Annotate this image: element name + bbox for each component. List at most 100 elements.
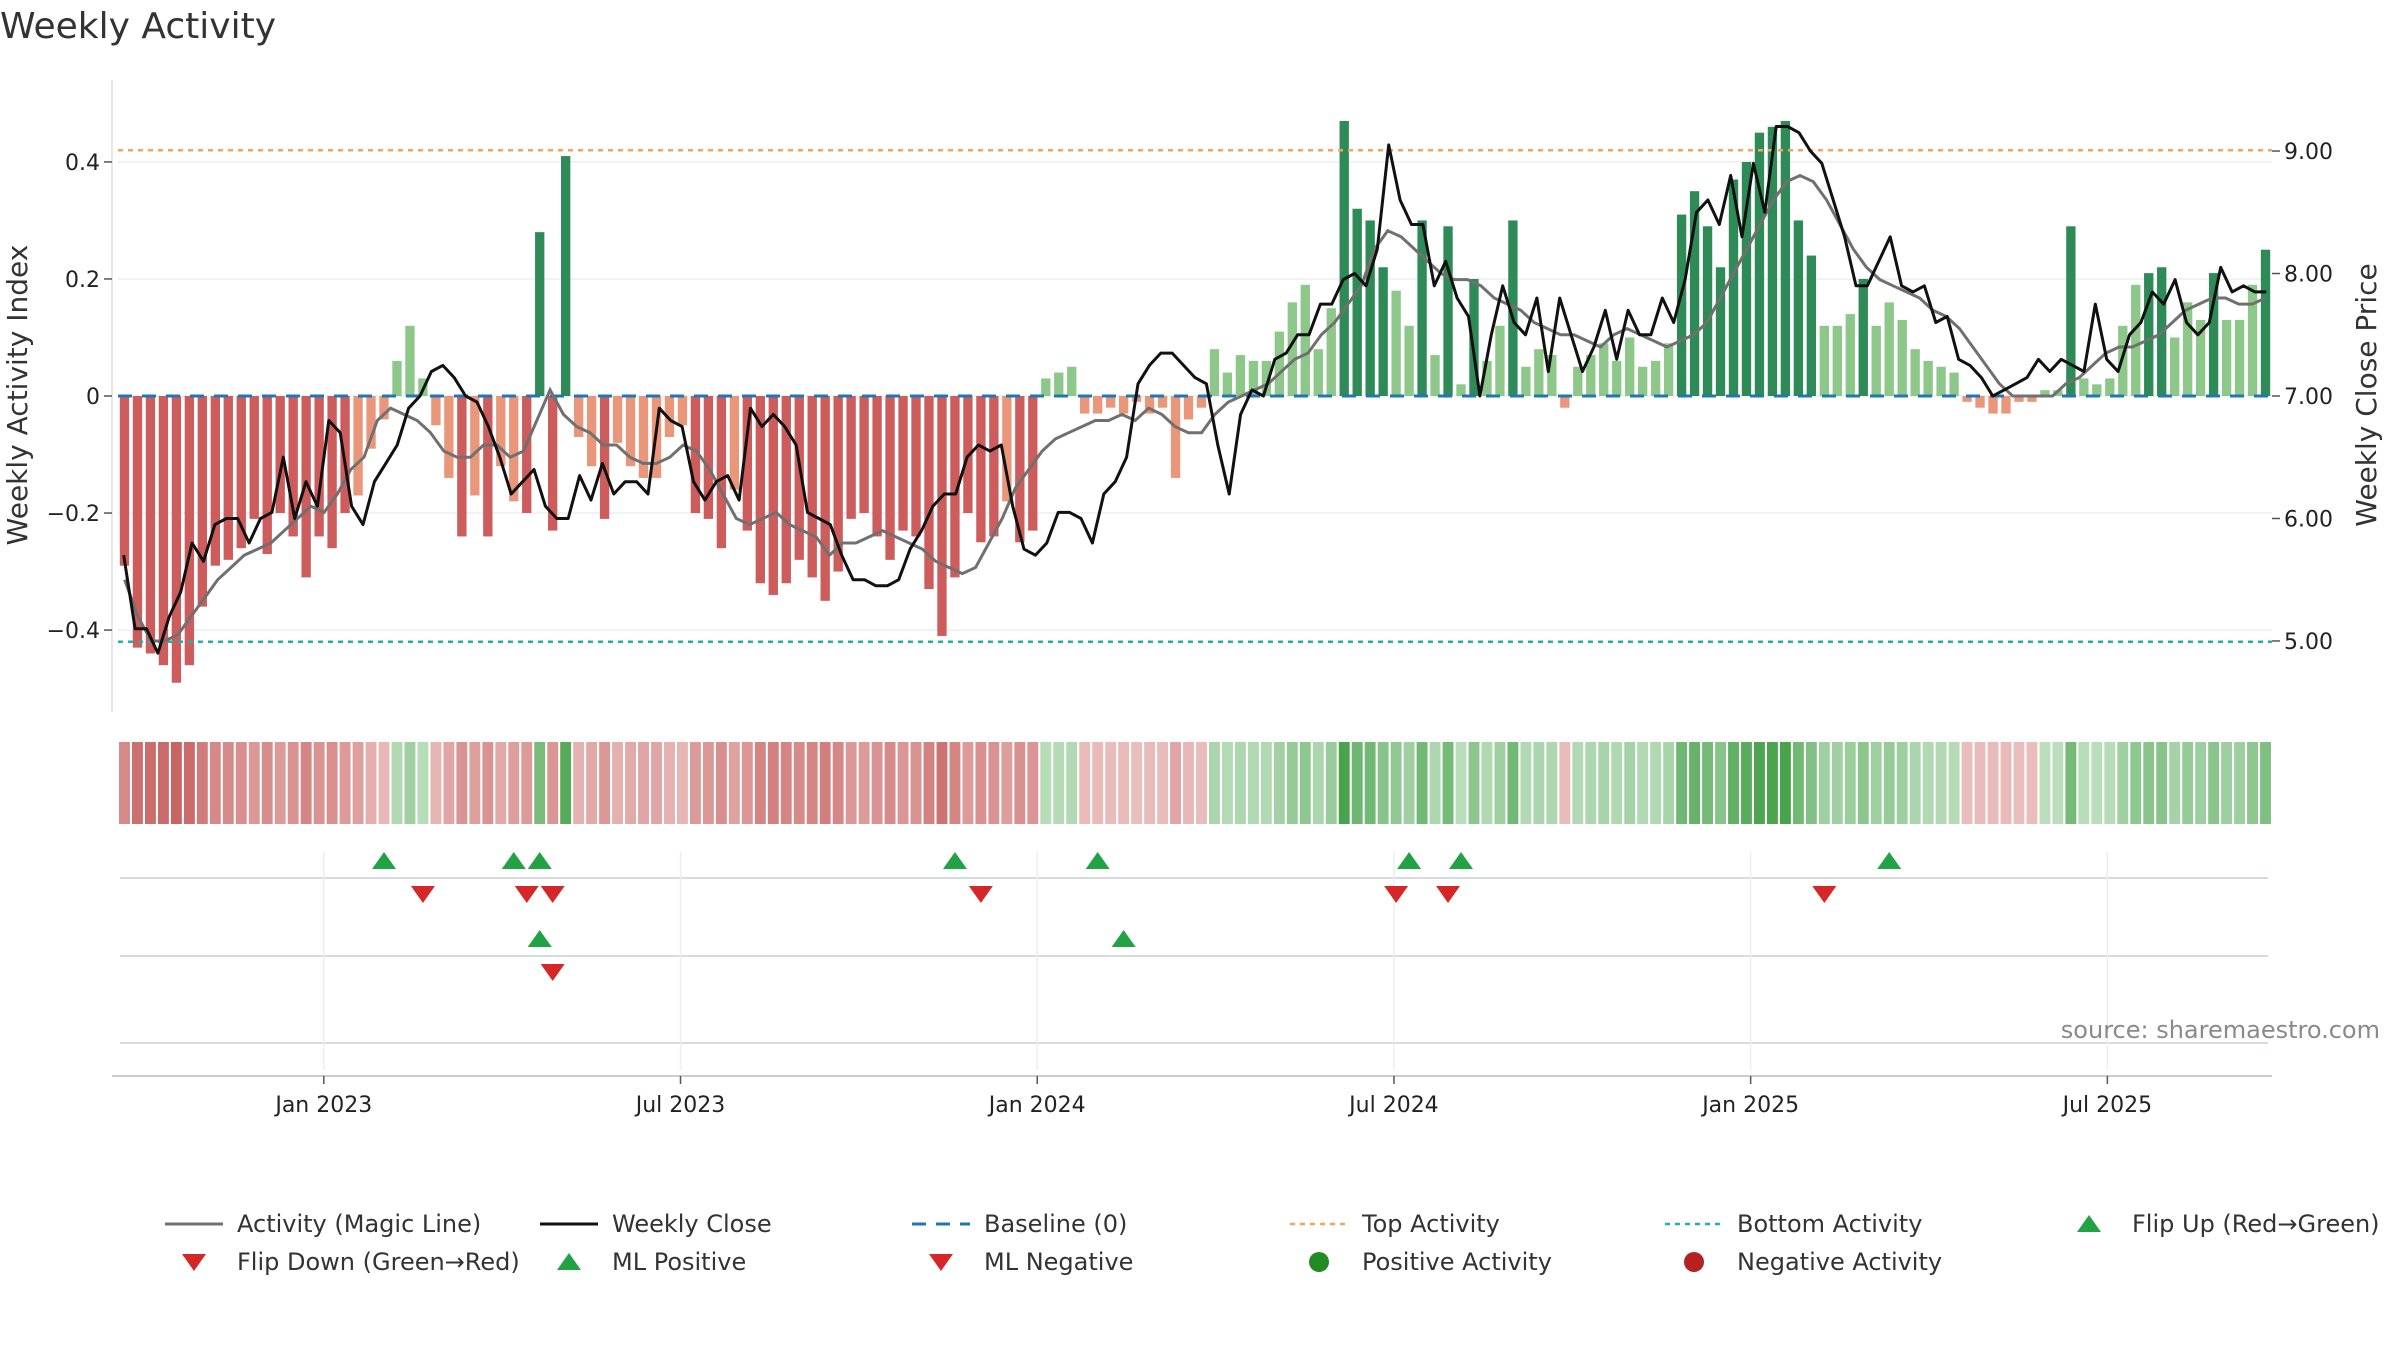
activity-bar (690, 396, 701, 514)
heat-cell (1014, 742, 1026, 824)
activity-bar (1702, 226, 1713, 396)
heat-cell (2065, 742, 2077, 824)
y-right-axis-title: Weekly Close Price (2350, 263, 2383, 526)
heat-cell (1001, 742, 1013, 824)
activity-bar (275, 396, 285, 514)
activity-bar (1248, 360, 1259, 396)
heat-cell (521, 742, 533, 824)
heat-cell (456, 742, 468, 824)
activity-bar (262, 396, 272, 554)
heat-cell (1442, 742, 1454, 824)
heat-cell (586, 742, 598, 824)
heat-cell (1455, 742, 1467, 824)
heat-cell (1857, 742, 1869, 824)
activity-bar (2260, 249, 2271, 396)
heat-cell (1844, 742, 1856, 824)
heat-cell (1118, 742, 1130, 824)
activity-bar (1586, 355, 1596, 396)
activity-bar (1923, 360, 1933, 396)
activity-bar (1599, 343, 1609, 396)
activity-bar (1936, 366, 1946, 396)
activity-bar (1858, 278, 1868, 396)
activity-bar (781, 396, 791, 584)
activity-bar (1287, 302, 1297, 396)
activity-bar (872, 396, 882, 537)
heat-cell (2169, 742, 2181, 824)
activity-bar (431, 396, 441, 426)
activity-bar (573, 396, 584, 437)
activity-bar (236, 396, 246, 549)
heat-cell (365, 742, 377, 824)
heat-cell (2104, 742, 2116, 824)
heat-cell (2182, 742, 2194, 824)
activity-bar (1482, 360, 1492, 396)
heat-cell (1286, 742, 1298, 824)
heat-cell (1144, 742, 1156, 824)
heat-cell (2000, 742, 2012, 824)
heat-cell (417, 742, 429, 824)
activity-bar (1067, 366, 1077, 396)
legend-mlneg-label: ML Negative (984, 1248, 1133, 1276)
activity-bar (1988, 396, 1998, 414)
flip-down-marker (1436, 886, 1461, 903)
activity-bar (314, 396, 324, 537)
heat-cell (1922, 742, 1934, 824)
y-left-tick-label: 0.4 (65, 151, 100, 176)
activity-bar (950, 396, 960, 578)
flip-down-marker (1384, 886, 1409, 903)
heat-cell (469, 742, 481, 824)
heat-cell (495, 742, 507, 824)
heat-cell (274, 742, 286, 824)
heat-cell (1312, 742, 1324, 824)
heat-cell (1105, 742, 1117, 824)
activity-bar (1573, 366, 1583, 396)
heat-cell (1299, 742, 1311, 824)
activity-bar (509, 396, 519, 502)
legend-bottom-label: Bottom Activity (1737, 1210, 1922, 1238)
flip-up-marker (1397, 852, 1422, 869)
heat-cell (1987, 742, 1999, 824)
heat-cell (352, 742, 364, 824)
activity-bar (496, 396, 506, 467)
activity-bar (1897, 319, 1907, 396)
activity-bar (1845, 314, 1855, 396)
activity-bar (1093, 396, 1103, 414)
legend-posact-swatch (1309, 1252, 1329, 1272)
activity-bar (989, 396, 999, 537)
activity-bar (1676, 214, 1687, 396)
flip-up-marker (501, 852, 526, 869)
heat-cell (1027, 742, 1039, 824)
heat-cell (858, 742, 870, 824)
heat-cell (1676, 742, 1688, 824)
heat-cell (1909, 742, 1921, 824)
activity-bar (1339, 120, 1349, 397)
heat-cell (832, 742, 844, 824)
heat-cell (612, 742, 624, 824)
main-panel: 0.4 0.2 0 −0.2 −0.4 9.00 8.00 7.00 6.00 5.00 Weekl… (1, 80, 2383, 712)
activity-bar (911, 396, 921, 537)
heat-cell (936, 742, 948, 824)
circle-icon (1684, 1252, 1704, 1272)
legend-mlpos-label: ML Positive (612, 1248, 746, 1276)
heat-cell (1079, 742, 1091, 824)
heat-cell (949, 742, 961, 824)
activity-bar (1975, 396, 1985, 408)
activity-bar (1352, 208, 1362, 396)
legend-mlneg-swatch (929, 1254, 953, 1271)
y-right-tick-label: 8.00 (2284, 263, 2333, 288)
activity-bar (405, 325, 415, 396)
heat-cell (910, 742, 922, 824)
activity-bar (742, 396, 752, 531)
heat-cell (1183, 742, 1194, 824)
legend-close-label: Weekly Close (612, 1210, 772, 1238)
activity-bar (1196, 396, 1207, 408)
heat-cell (2130, 742, 2142, 824)
heat-cell (1429, 742, 1441, 824)
heat-cell (1520, 742, 1532, 824)
activity-bar (1689, 191, 1700, 396)
activity-bar (937, 396, 947, 636)
activity-bar (2014, 396, 2024, 402)
heat-cell (1766, 742, 1778, 824)
activity-bar (171, 396, 182, 683)
